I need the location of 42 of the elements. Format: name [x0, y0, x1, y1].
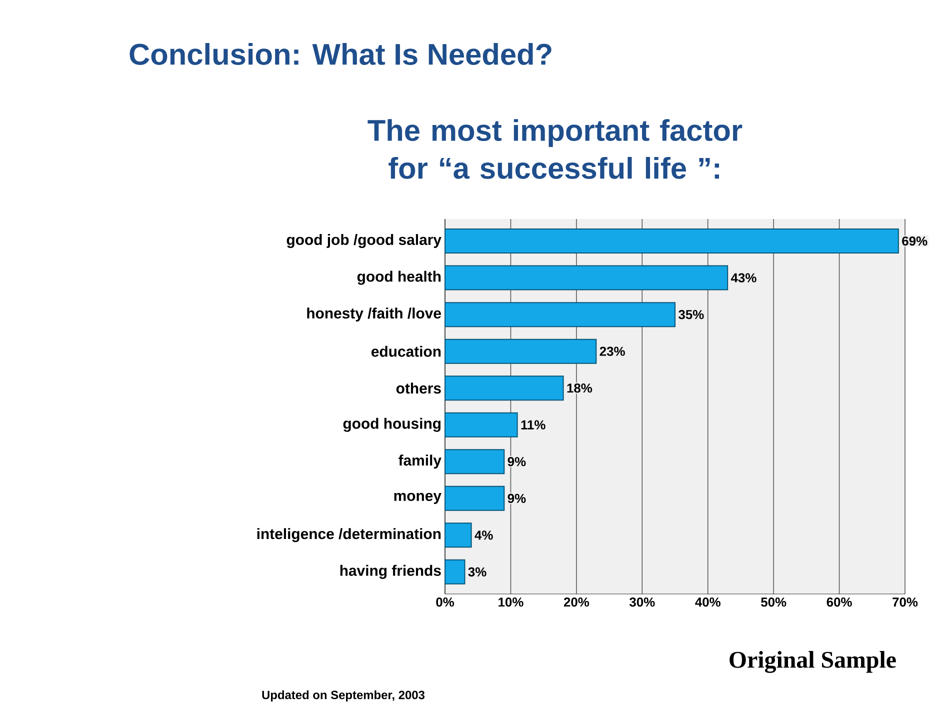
- y-tick-label: education: [371, 346, 441, 357]
- data-label: 4%: [474, 530, 493, 540]
- y-tick-label: good job /good salary: [286, 234, 442, 248]
- bar: [444, 228, 899, 254]
- x-tick-label: 30%: [629, 597, 655, 607]
- text: Updated on September, 2003: [262, 690, 425, 702]
- data-label: 9%: [508, 457, 526, 466]
- y-tick-label: honesty /faith /love: [307, 308, 441, 322]
- data-label: 35%: [678, 310, 704, 320]
- x-tick-label: 0%: [436, 597, 454, 607]
- x-tick-label: 60%: [826, 597, 852, 607]
- x-tick-label: 20%: [564, 597, 590, 607]
- bar: [444, 559, 466, 584]
- x-tick-label: 50%: [761, 597, 786, 607]
- bar: [444, 412, 518, 438]
- x-tick-label: 10%: [498, 597, 524, 607]
- y-tick-label: having friends: [340, 564, 441, 579]
- y-tick-label: family: [398, 454, 442, 469]
- data-label: 11%: [521, 420, 546, 430]
- y-tick-label: good health: [357, 270, 441, 285]
- bar: [444, 522, 472, 548]
- y-tick-label: money: [394, 492, 442, 504]
- data-label: 18%: [567, 384, 592, 393]
- data-label: 69%: [902, 236, 928, 246]
- bar: [444, 486, 505, 511]
- x-tick-label: 70%: [892, 597, 918, 607]
- text: Original Sample: [730, 651, 896, 673]
- y-tick-label: inteligence /determination: [257, 528, 441, 542]
- chart-subtitle: The most important factor for “a successful life ”:: [368, 119, 742, 179]
- bar: [444, 376, 564, 401]
- y-tick-label: good housing: [343, 418, 440, 432]
- y-tick-label: others: [396, 382, 441, 394]
- data-label: 9%: [508, 494, 526, 503]
- bar: [444, 265, 728, 290]
- data-label: 43%: [730, 273, 756, 282]
- bar: [444, 338, 597, 364]
- chart-title: Conclusion: What Is Needed?: [130, 43, 552, 65]
- data-label: 23%: [600, 346, 625, 356]
- x-tick-label: 40%: [695, 597, 720, 607]
- data-label: 3%: [468, 567, 486, 577]
- bar: [444, 302, 676, 328]
- bar: [444, 449, 505, 474]
